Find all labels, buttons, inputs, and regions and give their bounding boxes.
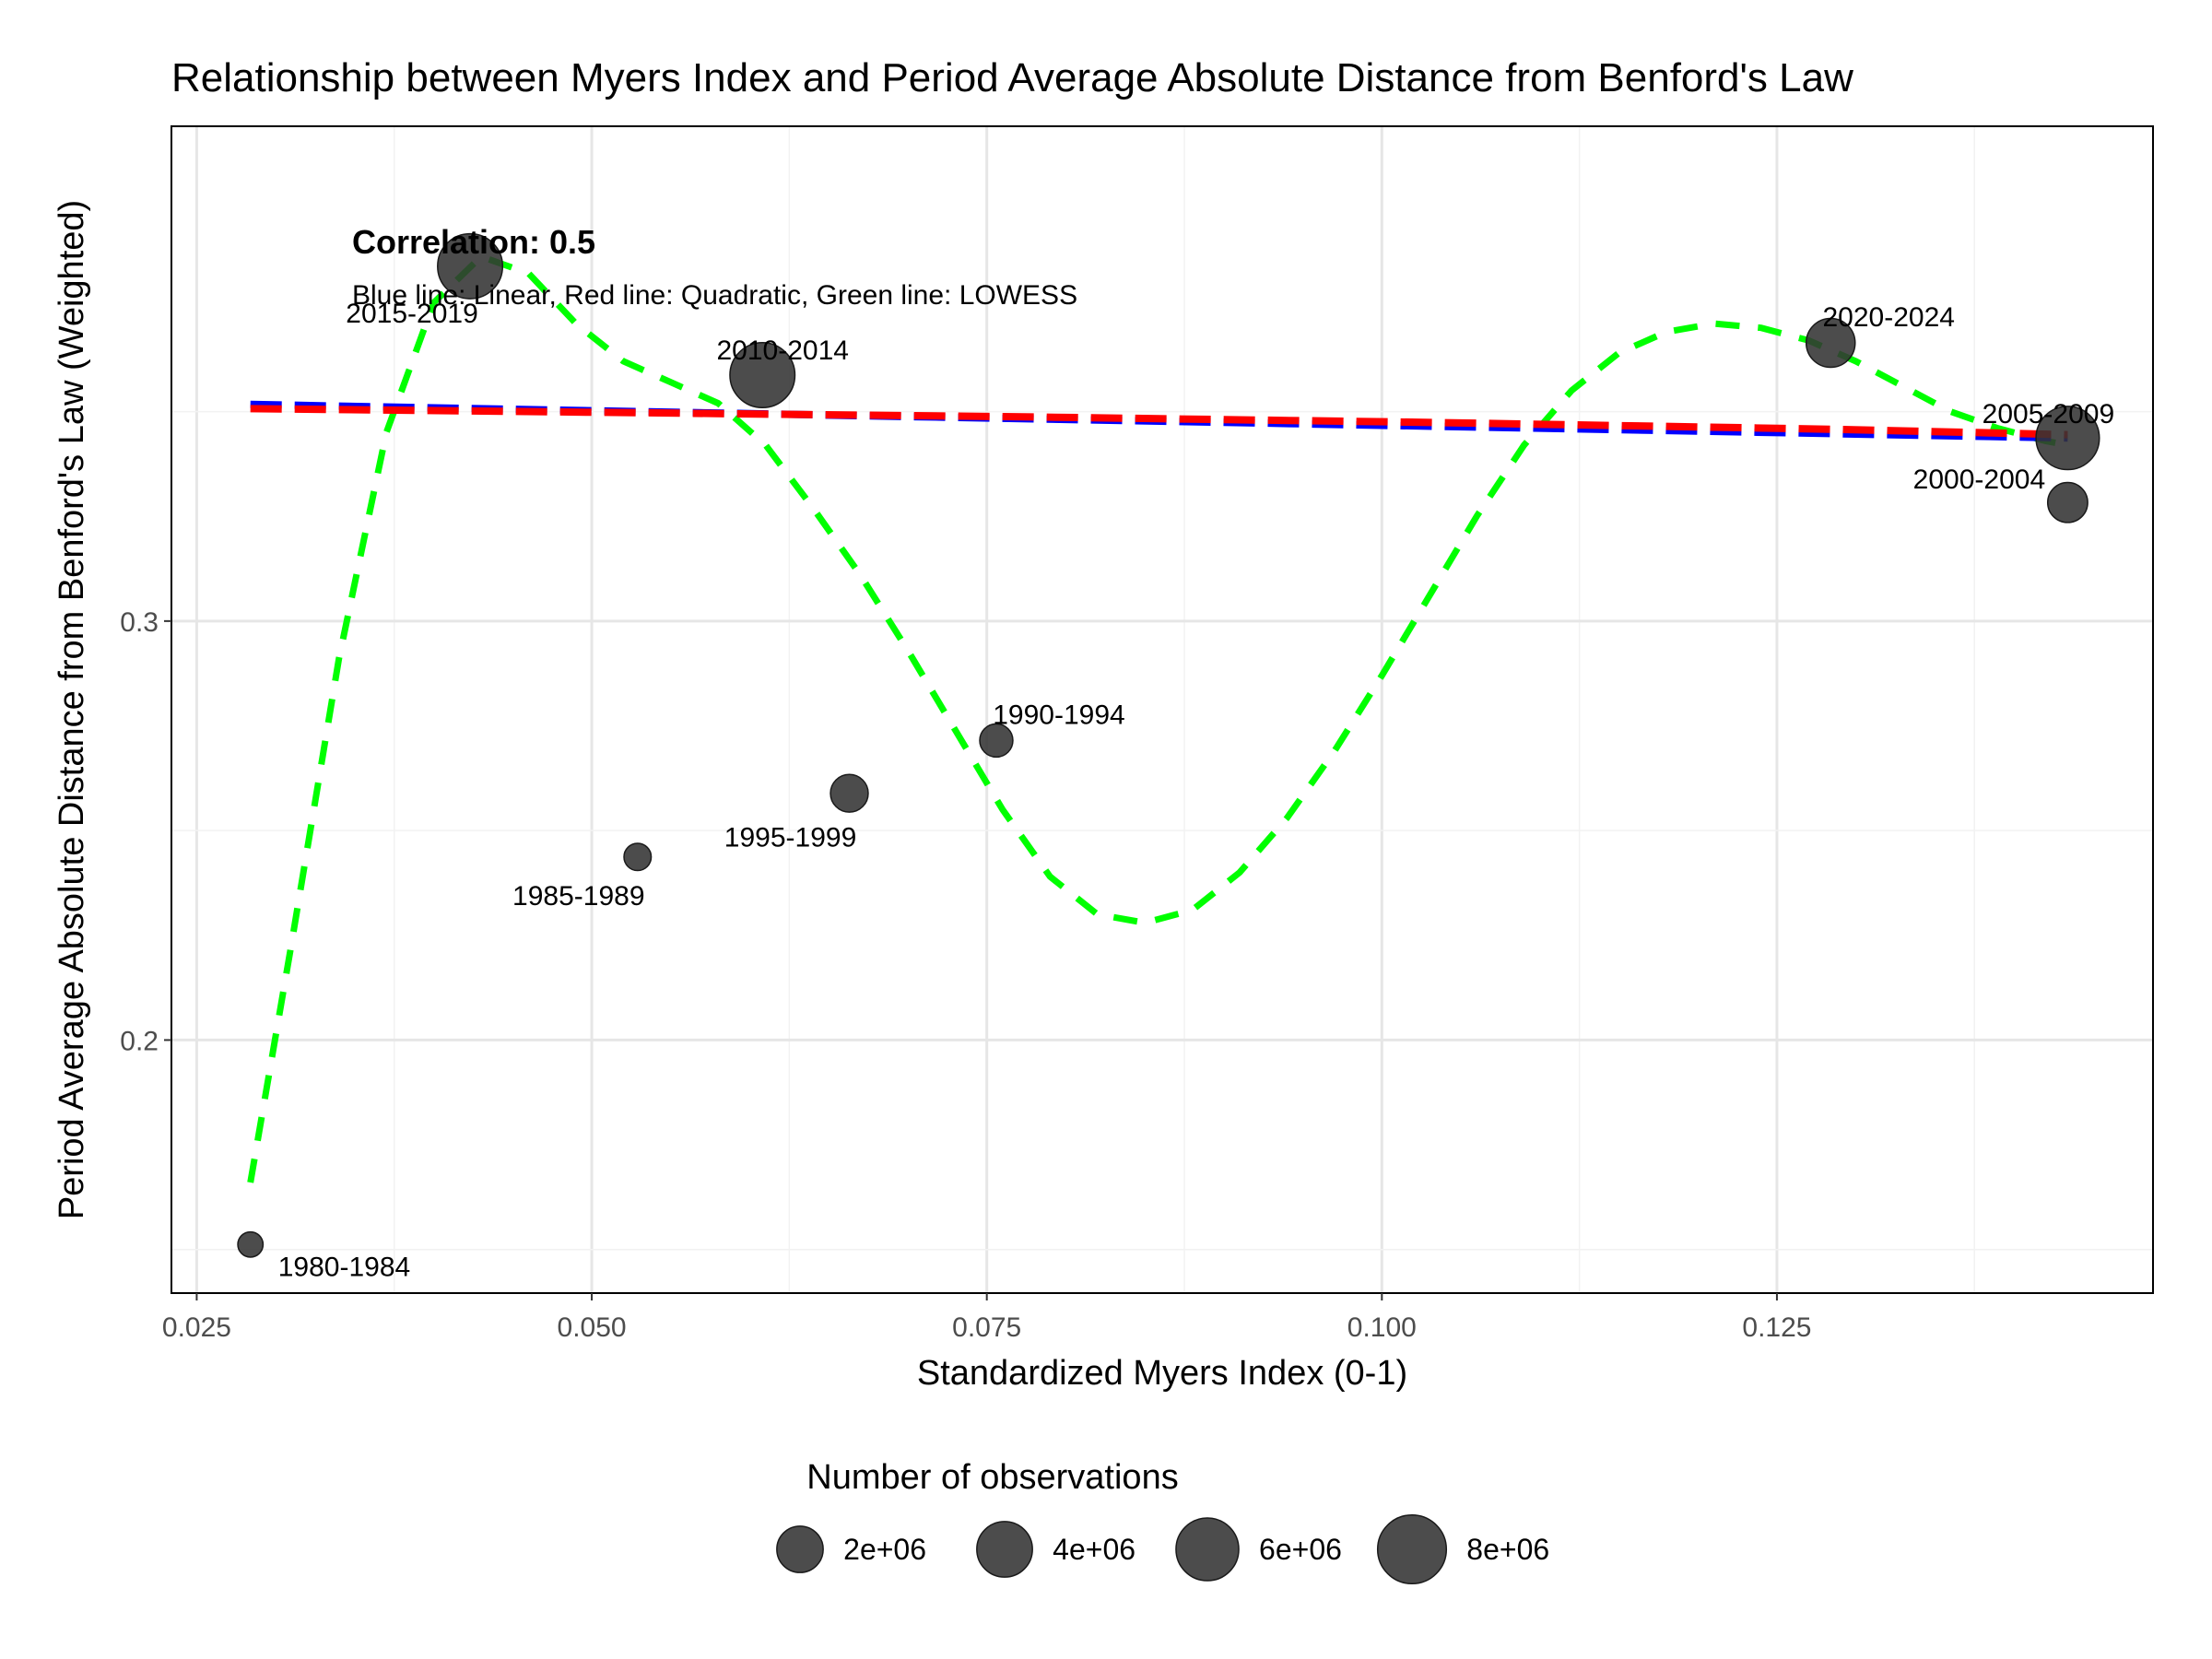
point-label: 1980-1984 [278,1252,410,1282]
point-2005-2009 [2035,406,2100,471]
legend-label: 6e+06 [1259,1533,1342,1566]
legend-key-8e+06 [1376,1513,1448,1585]
x-tick-label: 0.125 [1742,1312,1811,1343]
point-2000-2004 [2046,481,2088,524]
point-1995-1999 [830,773,869,813]
point-2020-2024 [1805,317,1856,369]
point-1990-1994 [979,723,1014,759]
point-label: 1985-1989 [512,881,644,912]
point-2015-2019 [437,232,504,300]
point-1980-1984 [237,1230,265,1258]
legend-title: Number of observations [806,1458,1178,1497]
legend-key-4e+06 [976,1521,1033,1578]
point-labels: 1980-1984 1985-1989 1990-1994 1995-1999 2000… [278,299,2114,1282]
y-axis-title: Period Average Absolute Distance from Be… [53,200,91,1219]
point-label: 2010-2014 [716,335,848,366]
legend-key-2e+06 [776,1525,824,1573]
annotation-lines-note: Blue line: Linear, Red line: Quadratic, … [352,280,1077,311]
point-label: 2000-2004 [1913,465,2045,495]
plot-panel-border [171,125,2154,1294]
x-tick-label: 0.100 [1347,1312,1417,1343]
point-label: 1990-1994 [993,700,1124,730]
chart-title: Relationship between Myers Index and Per… [171,55,1853,100]
x-tick-label: 0.075 [952,1312,1021,1343]
legend: 2e+06 4e+06 6e+06 8e+06 [776,1513,1549,1585]
y-tick-label: 0.3 [120,607,159,638]
point-label: 1995-1999 [724,823,856,853]
annotation-correlation: Correlation: 0.5 [352,223,595,261]
fit-line-quadratic [250,405,2068,439]
point-label: 2015-2019 [346,299,477,329]
legend-label: 2e+06 [843,1533,926,1566]
x-tick-label: 0.025 [162,1312,231,1343]
grid [171,126,2153,1293]
x-ticks: 0.025 0.050 0.075 0.100 0.125 [162,1293,1811,1343]
y-tick-label: 0.2 [120,1026,159,1056]
legend-label: 8e+06 [1466,1533,1549,1566]
legend-key-6e+06 [1175,1517,1240,1582]
legend-label: 4e+06 [1053,1533,1135,1566]
point-1985-1989 [623,842,653,872]
point-label: 2020-2024 [1823,302,1955,333]
x-axis-title: Standardized Myers Index (0-1) [917,1354,1407,1393]
x-tick-label: 0.050 [558,1312,627,1343]
fit-lines [247,253,2069,1183]
fit-line-lowess [247,253,2069,1183]
point-label: 2005-2009 [1983,399,2114,429]
point-2010-2014 [729,342,796,409]
points [237,232,2100,1258]
y-ticks: 0.2 0.3 [120,607,171,1056]
